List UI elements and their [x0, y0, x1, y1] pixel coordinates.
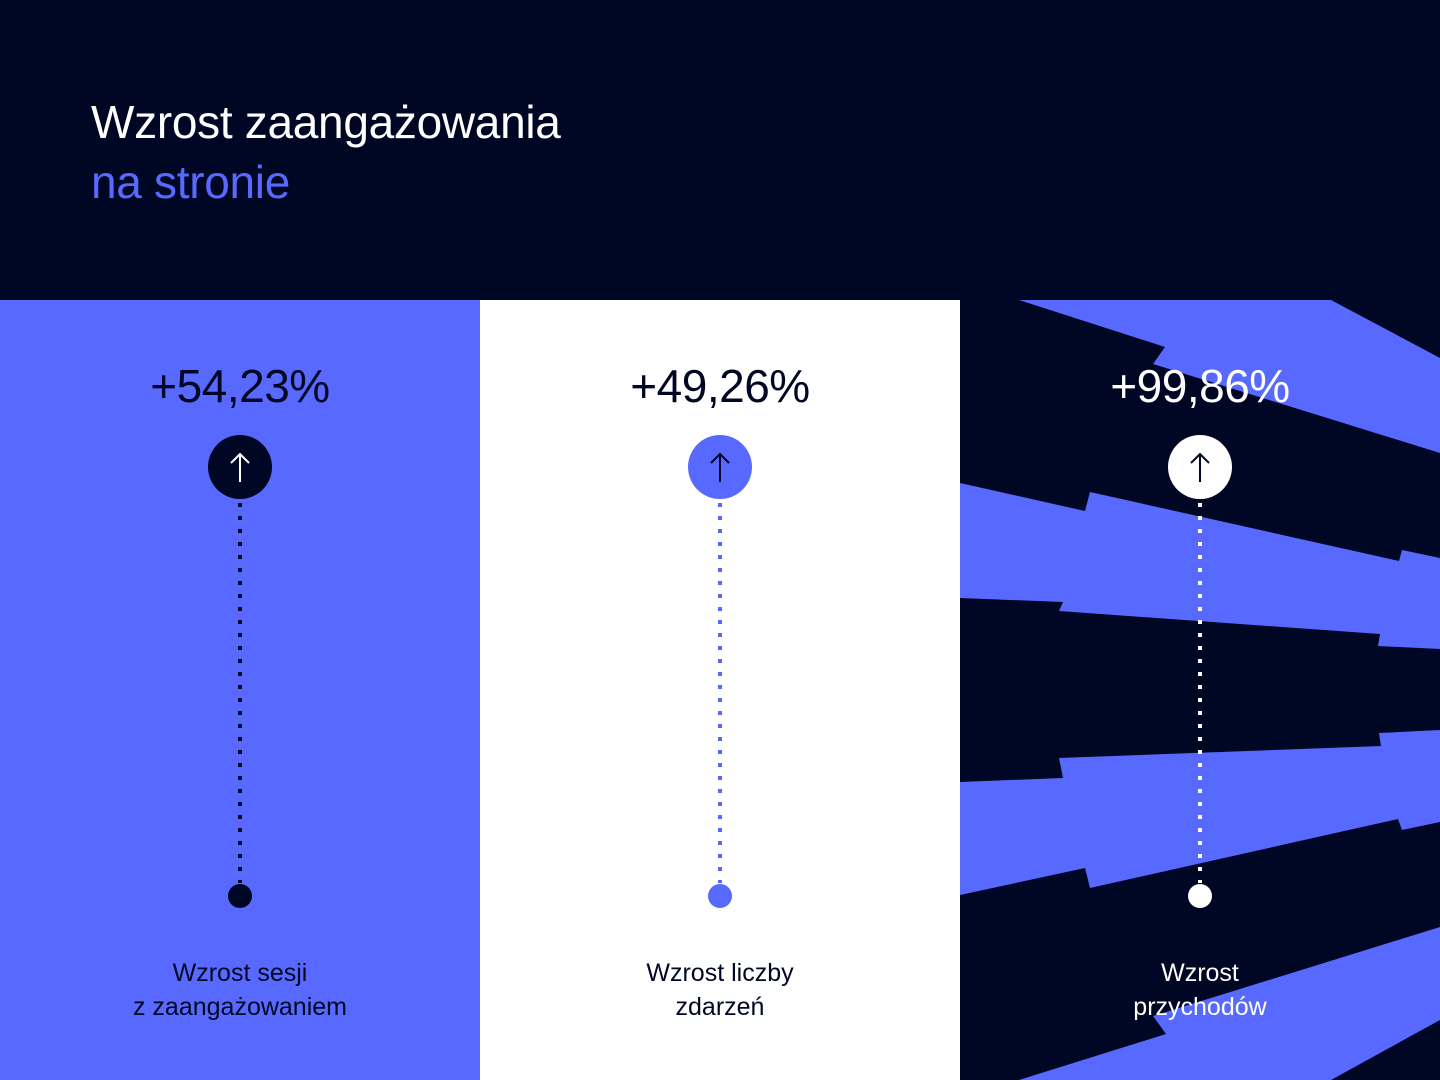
endpoint-dot [1188, 884, 1212, 908]
arrow-up-icon [1168, 435, 1232, 499]
metric-label: Wzrost przychodów [1133, 959, 1267, 1021]
metric-label: Wzrost sesji z zaangażowaniem [132, 959, 347, 1021]
page-title: Wzrost zaangażowania na stronie [91, 92, 561, 212]
header: Wzrost zaangażowania na stronie [0, 0, 1440, 300]
metrics-panels: +54,23% Wzrost sesji z zaangażowaniem +4… [0, 300, 1440, 1080]
decorative-stripes [960, 300, 1440, 1080]
endpoint-dot [708, 884, 732, 908]
dotted-connector [1198, 503, 1202, 883]
metric-value: +54,23% [150, 360, 330, 412]
arrow-up-icon [688, 435, 752, 499]
metric-value: +99,86% [1110, 360, 1290, 412]
dotted-connector [718, 503, 722, 883]
metric-card-events: +49,26% Wzrost liczby zdarzeń [480, 300, 960, 1080]
metric-value: +49,26% [630, 360, 810, 412]
endpoint-dot [228, 884, 252, 908]
title-line-1: Wzrost zaangażowania [91, 96, 561, 148]
metric-card-revenue: +99,86% Wzrost przychodów [960, 300, 1440, 1080]
title-line-2-highlight: na stronie [91, 156, 291, 208]
dotted-connector [238, 503, 242, 883]
arrow-up-icon [208, 435, 272, 499]
metric-label: Wzrost liczby zdarzeń [646, 959, 794, 1021]
metric-card-engaged-sessions: +54,23% Wzrost sesji z zaangażowaniem [0, 300, 480, 1080]
